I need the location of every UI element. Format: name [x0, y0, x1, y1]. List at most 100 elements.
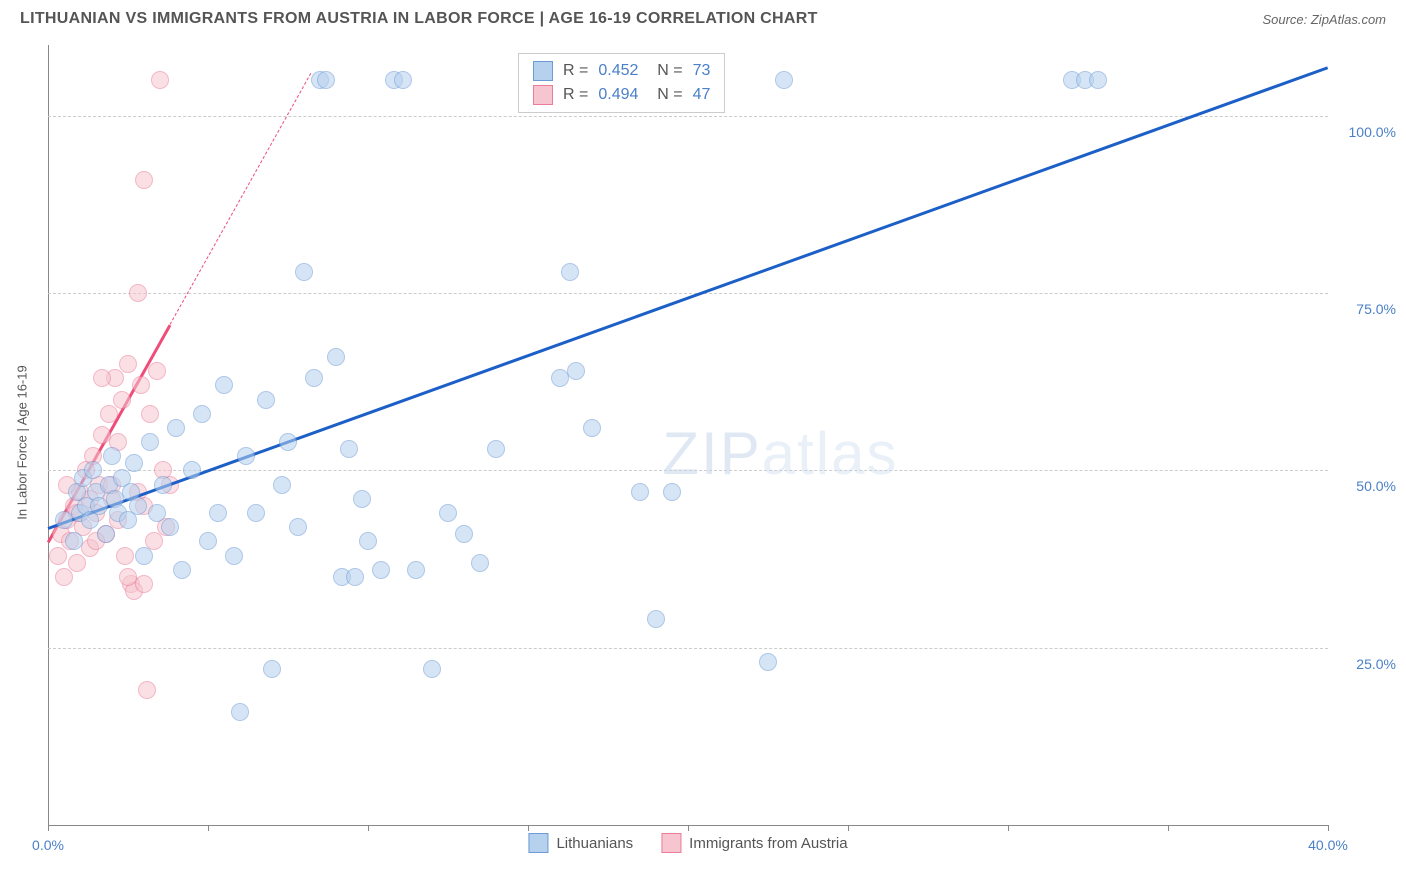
y-tick-label: 50.0% — [1356, 478, 1396, 494]
chart-container: In Labor Force | Age 16-19 25.0%50.0%75.… — [48, 45, 1328, 825]
stat-n-label: N = — [648, 62, 682, 80]
correlation-stats-box: R = 0.452 N = 73R = 0.494 N = 47 — [518, 53, 725, 113]
data-point — [346, 568, 364, 586]
watermark: ZIPatlas — [662, 419, 898, 488]
stat-r-label: R = — [563, 62, 588, 80]
stats-row: R = 0.452 N = 73 — [533, 59, 710, 83]
legend-swatch — [528, 833, 548, 853]
data-point — [113, 391, 131, 409]
x-tick — [48, 825, 49, 831]
data-point — [173, 561, 191, 579]
data-point — [100, 405, 118, 423]
data-point — [1089, 71, 1107, 89]
data-point — [129, 284, 147, 302]
data-point — [209, 504, 227, 522]
data-point — [103, 447, 121, 465]
data-point — [567, 362, 585, 380]
data-point — [84, 461, 102, 479]
x-tick — [1168, 825, 1169, 831]
data-point — [97, 525, 115, 543]
y-tick-label: 25.0% — [1356, 656, 1396, 672]
data-point — [93, 369, 111, 387]
legend-label: Immigrants from Austria — [689, 835, 847, 852]
chart-title: LITHUANIAN VS IMMIGRANTS FROM AUSTRIA IN… — [20, 10, 818, 28]
stat-n-label: N = — [648, 86, 682, 104]
legend-swatch — [661, 833, 681, 853]
data-point — [327, 348, 345, 366]
stat-r-value: 0.452 — [598, 62, 638, 80]
x-tick-label: 0.0% — [32, 837, 64, 853]
scatter-plot-area: 25.0%50.0%75.0%100.0%0.0%40.0%ZIPatlasR … — [48, 45, 1328, 825]
data-point — [407, 561, 425, 579]
data-point — [215, 376, 233, 394]
data-point — [135, 575, 153, 593]
data-point — [231, 703, 249, 721]
data-point — [455, 525, 473, 543]
data-point — [141, 405, 159, 423]
data-point — [199, 532, 217, 550]
data-point — [372, 561, 390, 579]
data-point — [759, 653, 777, 671]
x-tick — [1008, 825, 1009, 831]
y-axis-line — [48, 45, 49, 825]
legend-swatch — [533, 61, 553, 81]
data-point — [167, 419, 185, 437]
data-point — [237, 447, 255, 465]
data-point — [161, 518, 179, 536]
gridline-h — [48, 293, 1328, 294]
stat-n-value: 73 — [693, 62, 711, 80]
y-tick-label: 100.0% — [1349, 124, 1396, 140]
data-point — [317, 71, 335, 89]
data-point — [279, 433, 297, 451]
data-point — [148, 362, 166, 380]
legend-label: Lithuanians — [556, 835, 633, 852]
gridline-h — [48, 116, 1328, 117]
data-point — [663, 483, 681, 501]
x-tick-label: 40.0% — [1308, 837, 1348, 853]
x-tick — [528, 825, 529, 831]
data-point — [138, 681, 156, 699]
data-point — [359, 532, 377, 550]
legend-swatch — [533, 85, 553, 105]
data-point — [68, 554, 86, 572]
data-point — [263, 660, 281, 678]
data-point — [125, 454, 143, 472]
data-point — [151, 71, 169, 89]
data-point — [116, 547, 134, 565]
stats-row: R = 0.494 N = 47 — [533, 83, 710, 107]
x-tick — [1328, 825, 1329, 831]
data-point — [257, 391, 275, 409]
source-attribution: Source: ZipAtlas.com — [1262, 12, 1386, 27]
data-point — [55, 568, 73, 586]
series-legend: Lithuanians Immigrants from Austria — [528, 833, 847, 853]
gridline-h — [48, 648, 1328, 649]
stat-r-value: 0.494 — [598, 86, 638, 104]
stat-r-label: R = — [563, 86, 588, 104]
trend-line-extrapolated — [169, 74, 311, 326]
data-point — [775, 71, 793, 89]
data-point — [132, 376, 150, 394]
legend-item: Immigrants from Austria — [661, 833, 847, 853]
y-axis-label: In Labor Force | Age 16-19 — [15, 365, 30, 519]
data-point — [423, 660, 441, 678]
x-tick — [208, 825, 209, 831]
data-point — [247, 504, 265, 522]
stat-n-value: 47 — [693, 86, 711, 104]
data-point — [65, 532, 83, 550]
data-point — [135, 171, 153, 189]
data-point — [135, 547, 153, 565]
data-point — [49, 547, 67, 565]
data-point — [129, 497, 147, 515]
data-point — [439, 504, 457, 522]
gridline-h — [48, 470, 1328, 471]
y-tick-label: 75.0% — [1356, 301, 1396, 317]
data-point — [471, 554, 489, 572]
data-point — [647, 610, 665, 628]
data-point — [340, 440, 358, 458]
data-point — [225, 547, 243, 565]
data-point — [487, 440, 505, 458]
data-point — [193, 405, 211, 423]
data-point — [183, 461, 201, 479]
data-point — [583, 419, 601, 437]
data-point — [561, 263, 579, 281]
